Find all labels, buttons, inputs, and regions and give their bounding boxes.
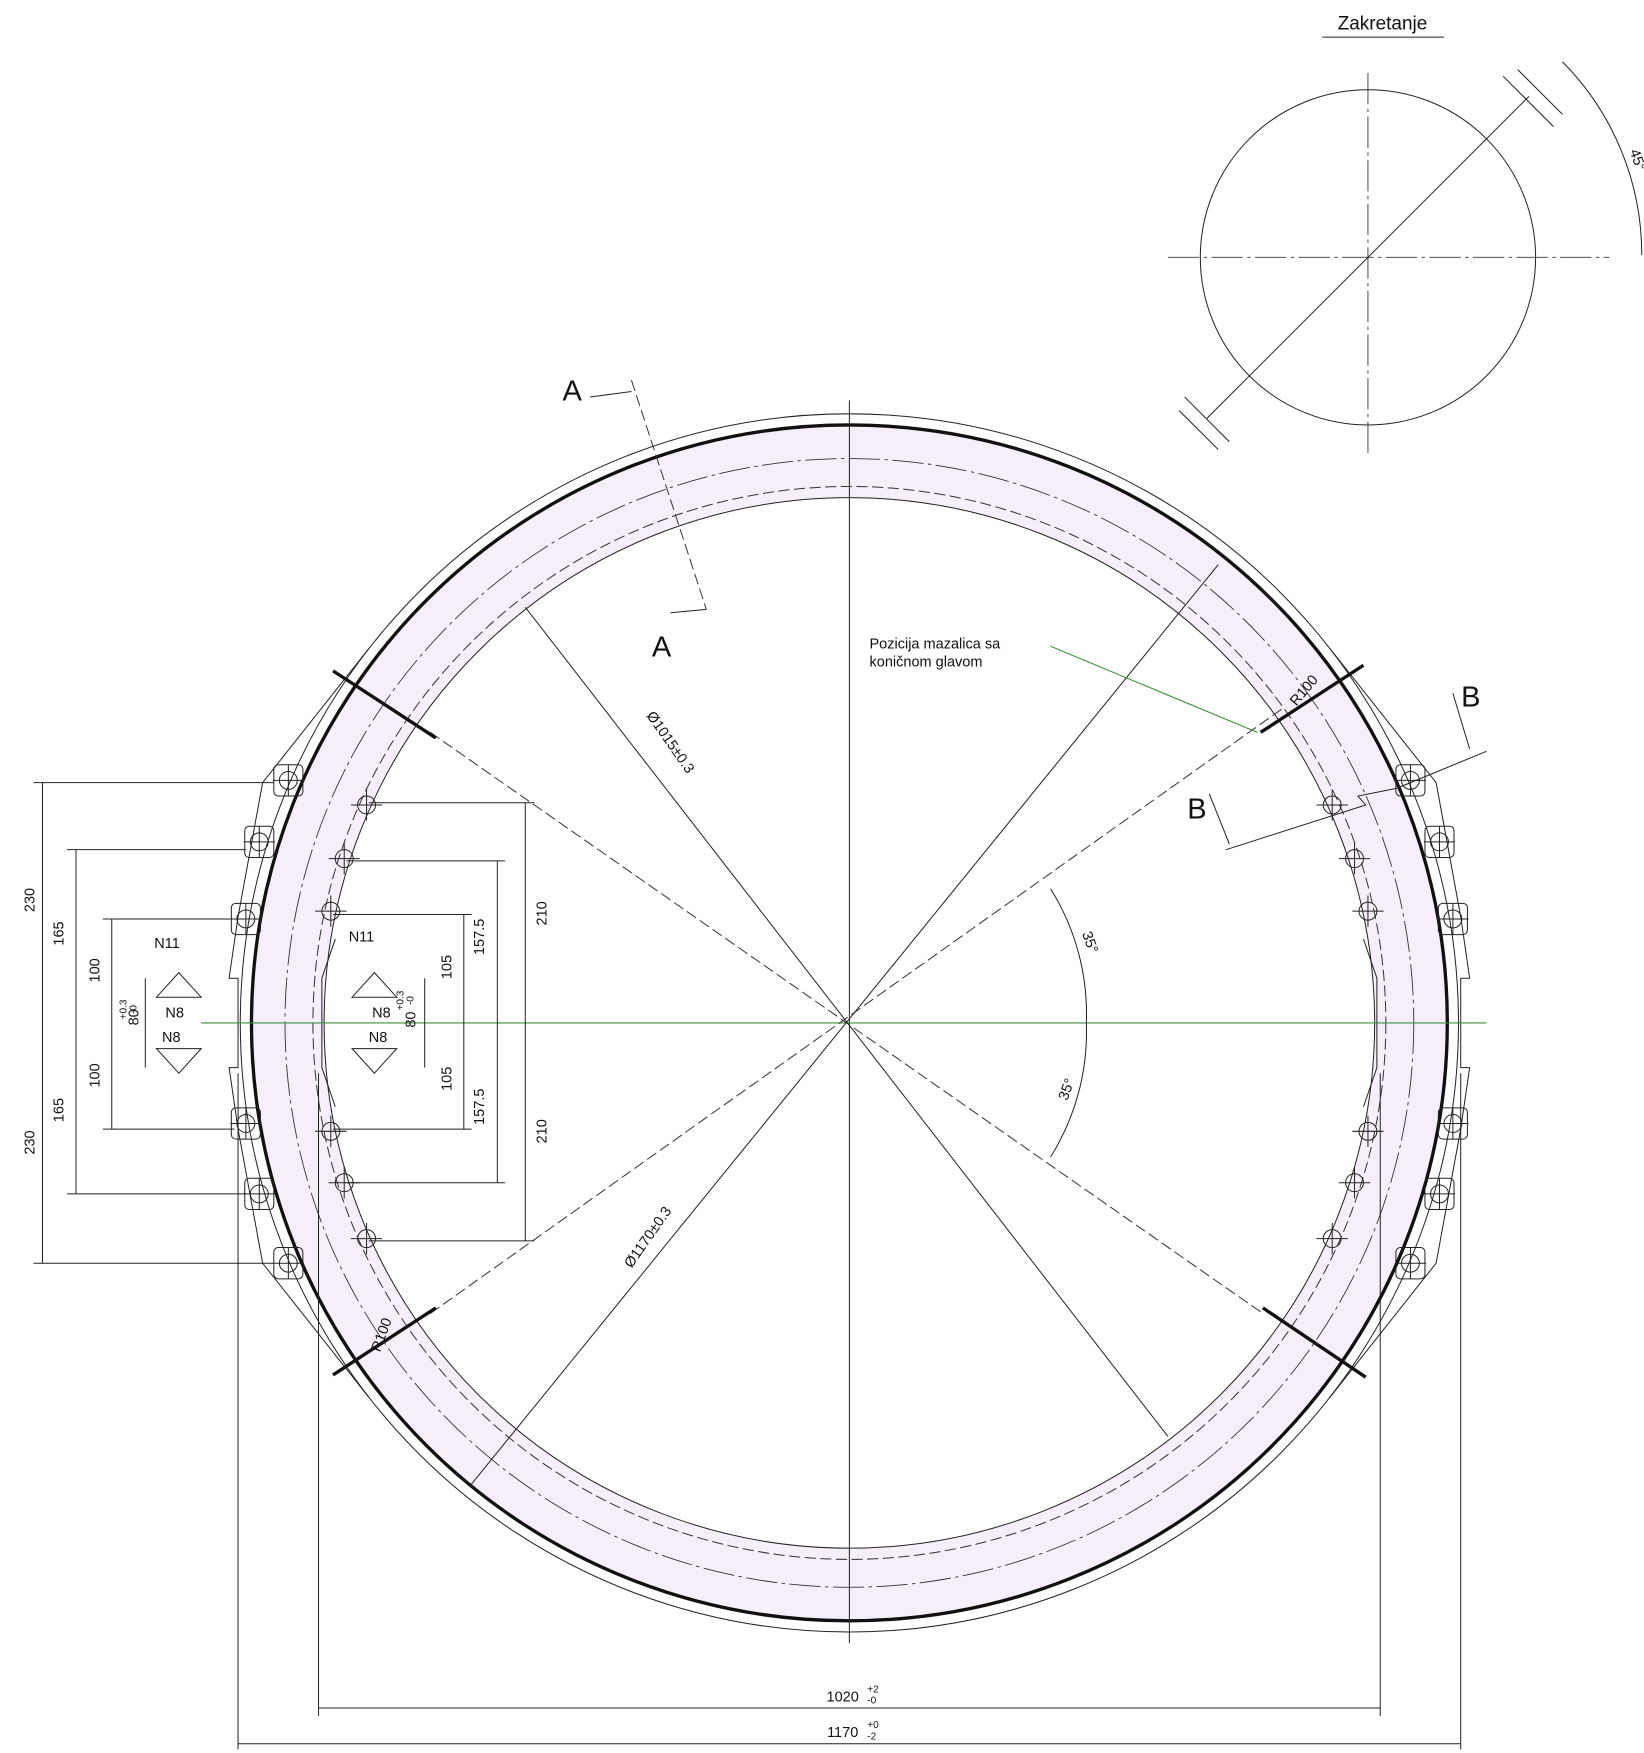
dimension-label: 105 xyxy=(440,955,456,979)
section-mark: B xyxy=(1461,682,1480,714)
inset-view xyxy=(1179,410,1218,449)
surface-mark: N8 xyxy=(372,1005,391,1021)
dimension-label: 1020 xyxy=(827,1689,859,1705)
dimension-label: 230 xyxy=(23,1130,39,1154)
dimension-label: 105 xyxy=(440,1067,456,1091)
section-mark: A xyxy=(652,631,672,663)
section-lines xyxy=(671,609,707,612)
diameter-label: Ø1170±0.3 xyxy=(622,1204,676,1271)
dimension-label: 1170 xyxy=(827,1725,858,1741)
surface-mark: N8 xyxy=(369,1030,388,1046)
dimension-label: 100 xyxy=(87,1063,103,1087)
tolerance: -0 xyxy=(867,1696,876,1707)
tolerance: -0 xyxy=(128,1005,139,1014)
surface-mark: N11 xyxy=(349,929,375,945)
note: Pozicija mazalica sa xyxy=(869,637,1001,653)
tolerance: +2 xyxy=(867,1684,879,1695)
dimension-label: 157.5 xyxy=(472,1089,488,1125)
technical-drawing: Zakretanje 45° xyxy=(0,0,1644,1753)
inset-view: Zakretanje 45° xyxy=(1168,13,1644,453)
center-lines xyxy=(430,707,1285,1314)
diameter-label: Ø1015±0.3 xyxy=(643,709,697,777)
tolerance: -2 xyxy=(867,1731,876,1742)
dimension-label: 165 xyxy=(52,921,68,945)
inset-view xyxy=(1518,70,1563,115)
center-lines xyxy=(469,565,1218,1487)
inset-title: Zakretanje xyxy=(1338,13,1428,34)
section-lines xyxy=(590,391,631,397)
dimension-label: 165 xyxy=(52,1098,68,1122)
dimension-label: 80 xyxy=(404,1011,420,1027)
angle-label: 35° xyxy=(1056,1076,1079,1102)
section-mark: A xyxy=(563,375,583,407)
note: koničnom glavom xyxy=(869,654,982,670)
section-lines xyxy=(1209,794,1229,844)
surface-mark: N8 xyxy=(162,1030,181,1046)
surface-mark: N11 xyxy=(154,936,180,952)
dimension-label: 100 xyxy=(87,958,103,982)
center-lines xyxy=(201,400,1486,1643)
surface-mark: N8 xyxy=(165,1005,184,1021)
tolerance: +0 xyxy=(867,1720,879,1731)
dimension-label: 230 xyxy=(23,888,39,912)
inset-view xyxy=(1503,76,1553,126)
dimension-label: 210 xyxy=(535,1119,551,1143)
tolerance: -0 xyxy=(406,996,417,1005)
dimension-label: 157.5 xyxy=(472,919,488,955)
inset-view xyxy=(1185,397,1230,442)
section-lines xyxy=(1051,646,1258,732)
angle-label: 35° xyxy=(1078,929,1101,955)
section-mark: B xyxy=(1187,793,1206,825)
dimension-label: 210 xyxy=(535,901,551,925)
